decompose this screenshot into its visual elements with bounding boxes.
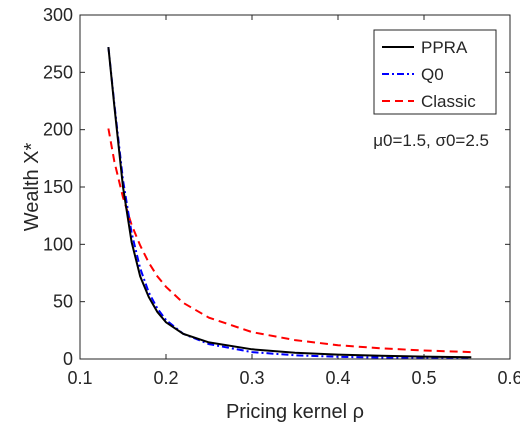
axes-frame [79, 14, 511, 360]
y-tick-label: 100 [43, 234, 73, 254]
y-tick-label: 0 [63, 349, 73, 369]
series-line-q0 [107, 46, 472, 360]
x-axis-label: Pricing kernel ρ [226, 401, 364, 423]
legend-box [373, 29, 497, 115]
y-axis: 0 50 100 150 200 250 300 [43, 5, 510, 369]
series-layer [107, 46, 472, 360]
legend-label: PPRA [421, 38, 468, 57]
y-tick-label: 250 [43, 62, 73, 82]
x-tick-label: 0.5 [411, 368, 436, 388]
legend-label: Q0 [421, 65, 444, 84]
x-tick-label: 0.6 [497, 368, 520, 388]
y-tick-label: 300 [43, 5, 73, 25]
x-tick-label: 0.3 [239, 368, 264, 388]
parameter-annotation: μ0=1.5, σ0=2.5 [373, 131, 489, 150]
x-tick-label: 0.4 [325, 368, 350, 388]
legend-label: Classic [421, 92, 476, 111]
y-tick-label: 150 [43, 177, 73, 197]
x-tick-label: 0.1 [67, 368, 92, 388]
series-line-ppra [107, 46, 472, 359]
y-axis-label: Wealth X* [21, 143, 43, 232]
y-tick-label: 200 [43, 120, 73, 140]
x-tick-label: 0.2 [153, 368, 178, 388]
y-tick-label: 50 [53, 292, 73, 312]
legend: PPRA Q0 Classic [373, 29, 497, 115]
